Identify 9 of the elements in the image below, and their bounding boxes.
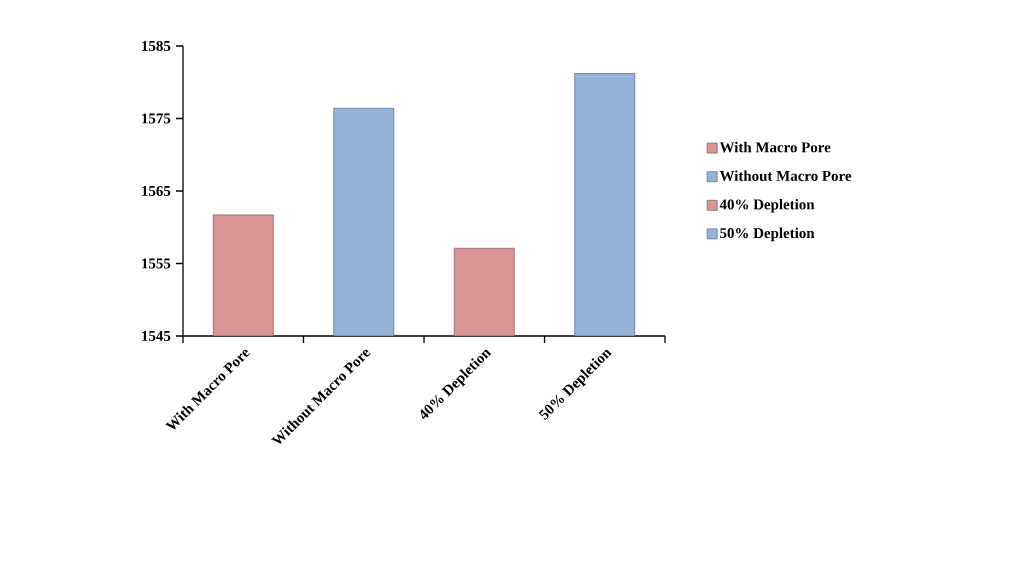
y-tick-label: 1555 — [142, 258, 171, 269]
y-tick-label: 1585 — [142, 40, 171, 52]
legend-label: 50% Depletion — [720, 227, 815, 242]
legend-label: Without Macro Pore — [719, 170, 852, 181]
y-tick-label: 1545 — [142, 330, 171, 341]
legend-label: With Macro Pore — [719, 141, 831, 153]
y-tick-label: 1575 — [142, 113, 171, 124]
y-tick-label: 1565 — [142, 185, 171, 196]
legend-label: 40% Depletion — [719, 198, 815, 213]
